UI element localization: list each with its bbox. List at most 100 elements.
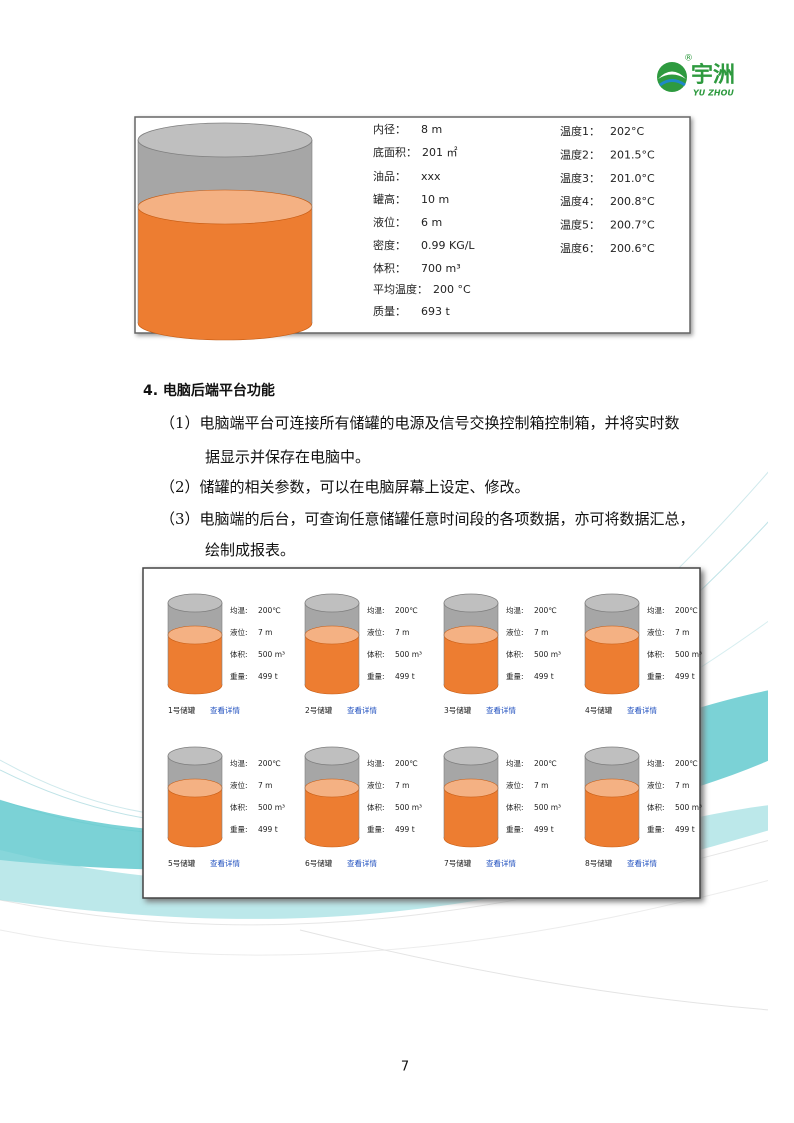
field-label: 均温: bbox=[230, 605, 248, 615]
logo-brand: 宇洲 bbox=[691, 63, 735, 88]
tank-liquid-top bbox=[584, 778, 640, 798]
field-label: 液位: bbox=[367, 627, 385, 637]
field-label: 液位: bbox=[506, 780, 524, 790]
tank-top bbox=[304, 746, 360, 766]
field-label: 重量: bbox=[230, 825, 248, 834]
field-label: 体积: bbox=[647, 649, 665, 659]
field-label: 均温: bbox=[230, 758, 248, 768]
margin bbox=[768, 0, 794, 1123]
field-label: 体积: bbox=[506, 649, 524, 659]
tank-card: 均温: 200℃ 液位: 7 m 体积: 500 m³ 重量: 499 t 8号储罐 查看详情 bbox=[584, 746, 702, 868]
field-value: 7 m bbox=[258, 781, 272, 790]
paragraph-line: （2）储罐的相关参数，可以在电脑屏幕上设定、修改。 bbox=[160, 478, 530, 496]
field-label: 重量: bbox=[367, 672, 385, 681]
param-value: 10 m bbox=[421, 193, 449, 206]
field-value: 500 m³ bbox=[534, 650, 561, 659]
field-value: 200℃ bbox=[258, 759, 281, 768]
field-value: 7 m bbox=[534, 781, 548, 790]
param-label: 液位： bbox=[373, 215, 406, 229]
tank-card: 均温: 200℃ 液位: 7 m 体积: 500 m³ 重量: 499 t 6号储罐 查看详情 bbox=[304, 746, 422, 868]
tank-name: 1号储罐 bbox=[168, 705, 196, 715]
field-label: 重量: bbox=[647, 672, 665, 681]
field-label: 液位: bbox=[647, 780, 665, 790]
field-label: 液位: bbox=[647, 627, 665, 637]
detail-link[interactable]: 查看详情 bbox=[210, 858, 240, 868]
param-value: xxx bbox=[421, 170, 441, 183]
temp-value: 202°C bbox=[610, 125, 644, 138]
param-value: 693 t bbox=[421, 305, 450, 318]
detail-link[interactable]: 查看详情 bbox=[627, 858, 657, 868]
tank-top bbox=[167, 746, 223, 766]
field-label: 均温: bbox=[647, 605, 665, 615]
temp-label: 温度5： bbox=[560, 218, 600, 232]
detail-link[interactable]: 查看详情 bbox=[486, 705, 516, 715]
temp-label: 温度2： bbox=[560, 147, 600, 161]
field-value: 500 m³ bbox=[675, 650, 702, 659]
tank-liquid-top bbox=[167, 625, 223, 645]
logo-mark: ® bbox=[684, 54, 693, 64]
detail-link[interactable]: 查看详情 bbox=[627, 705, 657, 715]
logo-icon bbox=[657, 62, 687, 92]
page-number: 7 bbox=[401, 1060, 409, 1075]
tank-name: 4号储罐 bbox=[585, 705, 613, 715]
field-value: 200℃ bbox=[534, 606, 557, 615]
paragraph-line: 据显示并保存在电脑中。 bbox=[205, 448, 371, 466]
param-value: 0.99 KG/L bbox=[421, 239, 475, 252]
param-label: 罐高： bbox=[373, 192, 406, 206]
field-value: 7 m bbox=[534, 628, 548, 637]
tank-liquid-top bbox=[443, 625, 499, 645]
tank-name: 3号储罐 bbox=[444, 705, 472, 715]
param-label: 油品： bbox=[373, 169, 406, 183]
field-value: 499 t bbox=[395, 825, 415, 834]
param-label: 质量： bbox=[373, 305, 406, 318]
field-value: 200℃ bbox=[534, 759, 557, 768]
detail-link[interactable]: 查看详情 bbox=[347, 705, 377, 715]
field-label: 均温: bbox=[647, 758, 665, 768]
field-value: 7 m bbox=[395, 628, 409, 637]
tank-liquid-top bbox=[584, 625, 640, 645]
tank-name: 8号储罐 bbox=[585, 858, 613, 868]
field-value: 500 m³ bbox=[258, 650, 285, 659]
tank-top bbox=[304, 593, 360, 613]
tank-card: 均温: 200℃ 液位: 7 m 体积: 500 m³ 重量: 499 t 3号储罐 查看详情 bbox=[443, 593, 561, 715]
section-heading: 4. 电脑后端平台功能 bbox=[143, 383, 275, 399]
field-value: 499 t bbox=[395, 672, 415, 681]
temp-value: 201.0°C bbox=[610, 172, 655, 185]
detail-link[interactable]: 查看详情 bbox=[210, 705, 240, 715]
field-value: 499 t bbox=[675, 825, 695, 834]
field-value: 7 m bbox=[675, 781, 689, 790]
field-value: 500 m³ bbox=[258, 803, 285, 812]
field-value: 500 m³ bbox=[395, 650, 422, 659]
field-label: 重量: bbox=[506, 672, 524, 681]
tank-liquid-top bbox=[137, 189, 313, 225]
tank-top bbox=[137, 122, 313, 158]
param-value: 700 m³ bbox=[421, 262, 461, 275]
temp-value: 200.6°C bbox=[610, 242, 655, 255]
detail-link[interactable]: 查看详情 bbox=[486, 858, 516, 868]
temp-value: 200.8°C bbox=[610, 195, 655, 208]
tank-top bbox=[584, 593, 640, 613]
temp-value: 201.5°C bbox=[610, 148, 655, 161]
tank-name: 7号储罐 bbox=[444, 858, 472, 868]
tank-card: 均温: 200℃ 液位: 7 m 体积: 500 m³ 重量: 499 t 4号储罐 查看详情 bbox=[584, 593, 702, 715]
detail-link[interactable]: 查看详情 bbox=[347, 858, 377, 868]
field-label: 均温: bbox=[506, 605, 524, 615]
field-value: 200℃ bbox=[675, 759, 698, 768]
field-value: 500 m³ bbox=[675, 803, 702, 812]
field-value: 7 m bbox=[395, 781, 409, 790]
tank-top bbox=[584, 746, 640, 766]
field-value: 200℃ bbox=[675, 606, 698, 615]
field-value: 200℃ bbox=[395, 606, 418, 615]
tank-card: 均温: 200℃ 液位: 7 m 体积: 500 m³ 重量: 499 t 5号储罐 查看详情 bbox=[167, 746, 285, 868]
field-label: 体积: bbox=[647, 802, 665, 812]
tank-liquid-top bbox=[304, 778, 360, 798]
temp-label: 温度4： bbox=[560, 194, 600, 208]
field-value: 499 t bbox=[258, 825, 278, 834]
temp-label: 温度1： bbox=[560, 124, 600, 138]
field-label: 体积: bbox=[367, 802, 385, 812]
field-label: 均温: bbox=[367, 605, 385, 615]
paragraph-line: （1）电脑端平台可连接所有储罐的电源及信号交换控制箱控制箱，并将实时数 bbox=[160, 414, 680, 432]
field-value: 7 m bbox=[258, 628, 272, 637]
field-value: 499 t bbox=[534, 825, 554, 834]
param-value: 8 m bbox=[421, 123, 442, 136]
